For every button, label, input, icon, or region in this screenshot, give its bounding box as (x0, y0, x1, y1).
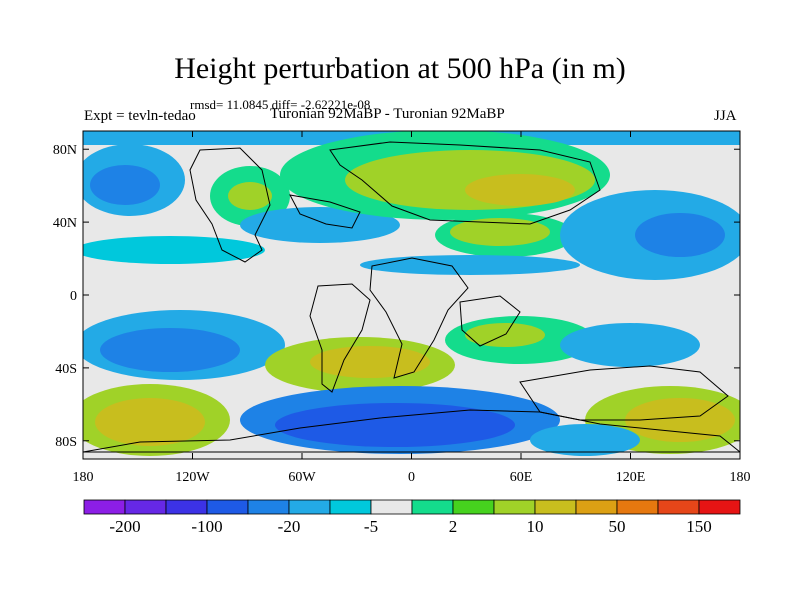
colorbar-label: -100 (191, 517, 222, 536)
colorbar-label: 10 (527, 517, 544, 536)
lon-tick-label: 0 (408, 470, 415, 485)
colorbar-swatch (165, 499, 208, 515)
colorbar-swatch (657, 499, 700, 515)
colorbar-swatch (534, 499, 577, 515)
coastlines (83, 141, 740, 453)
colorbar-swatch (493, 499, 536, 515)
contour-nh-na-blue (240, 207, 400, 243)
lon-tick-label: 180 (73, 470, 94, 485)
colorbar-swatch (83, 499, 126, 515)
south-america-coast (309, 283, 371, 393)
colorbar-label: -200 (109, 517, 140, 536)
contour-nh-west-core (90, 165, 160, 205)
colorbar-swatch (370, 499, 413, 515)
colorbar-swatch (329, 499, 372, 515)
season-label: JJA (714, 108, 737, 124)
contour-sh-south-blue (530, 424, 640, 456)
contour-nh-subtropic-blue (360, 255, 580, 275)
lon-tick-label: 120W (175, 470, 210, 485)
africa-coast (369, 257, 469, 379)
greenland-coast (289, 194, 361, 229)
field-layer (83, 131, 740, 459)
colorbar-swatch (698, 499, 741, 515)
lat-tick-label: 40S (55, 362, 77, 377)
colorbar-label: -5 (364, 517, 378, 536)
experiment-label: Expt = tevln-tedao (84, 108, 196, 124)
lon-tick-label: 60E (510, 470, 533, 485)
lon-tick-label: 180 (730, 470, 751, 485)
colorbar-label: 50 (609, 517, 626, 536)
lat-axis: 80N 40N 0 40S 80S (53, 143, 740, 450)
india-coast (459, 295, 521, 347)
contour-nh-east-core (635, 213, 725, 257)
contour-sh-atlantic-gold (310, 346, 430, 378)
lat-tick-label: 0 (70, 289, 77, 304)
lat-tick-label: 80S (55, 435, 77, 450)
contour-nh-west-cyan (83, 236, 265, 264)
contour-sh-polar-core (275, 403, 515, 447)
lat-tick-label: 80N (53, 143, 77, 158)
contour-sh-southwest-gold (95, 398, 205, 446)
contour-sh-southeast-gold (625, 398, 735, 442)
colorbar-label: 2 (449, 517, 458, 536)
colorbar-swatch (452, 499, 495, 515)
eurasia-coast (329, 141, 601, 225)
lat-tick-label: 40N (53, 216, 77, 231)
colorbar-swatch (206, 499, 249, 515)
colorbar-swatch (124, 499, 167, 515)
lon-axis: 180 120W 60W 0 60E 120E 180 (73, 131, 751, 485)
lon-tick-label: 120E (616, 470, 646, 485)
colorbar-label: 150 (686, 517, 712, 536)
colorbar-swatch (288, 499, 331, 515)
map-title: Height perturbation at 500 hPa (in m) (174, 52, 626, 85)
contour-nh-tethys-yellow (450, 218, 550, 246)
north-america-coast (189, 147, 271, 263)
colorbar-swatch (411, 499, 454, 515)
subtitle-label: Turonian 92MaBP - Turonian 92MaBP (270, 106, 505, 122)
colorbar-label: -20 (278, 517, 301, 536)
colorbar-swatch (616, 499, 659, 515)
colorbar: -200 -100 -20 -5 2 10 50 150 (83, 499, 741, 536)
antarctica-coast (83, 409, 740, 453)
contour-nh-na-yellow (228, 182, 272, 210)
contour-sh-east-blue (560, 323, 700, 367)
lon-tick-label: 60W (288, 470, 316, 485)
colorbar-swatch (575, 499, 618, 515)
contour-nh-eurasia-gold (465, 174, 575, 206)
stats-label: rmsd= 11.0845 diff= -2.62221e-08 (190, 97, 371, 112)
contour-sh-west-core (100, 328, 240, 372)
colorbar-swatch (247, 499, 290, 515)
